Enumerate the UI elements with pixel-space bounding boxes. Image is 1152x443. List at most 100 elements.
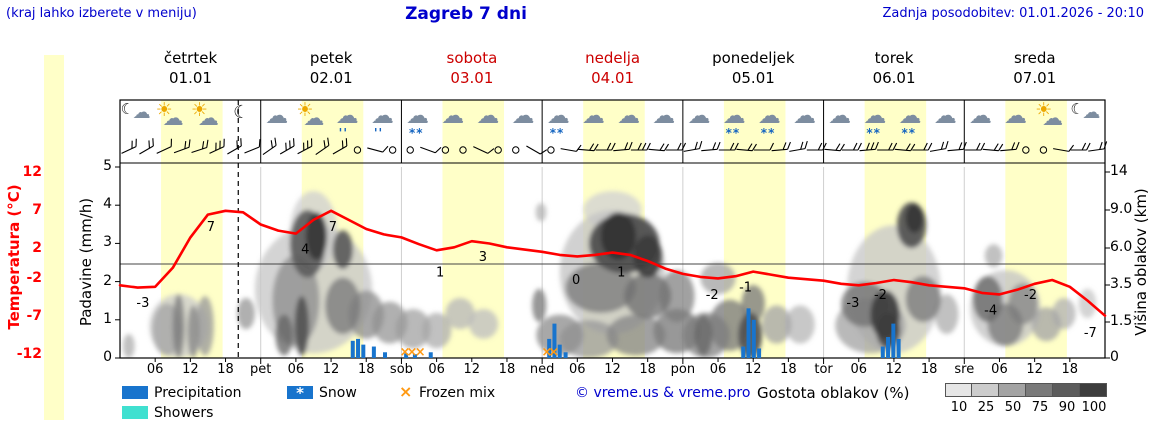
- cloud-icon: ☁: [828, 103, 852, 129]
- copyright-link[interactable]: © vreme.us & vreme.pro: [575, 385, 751, 401]
- day-header-02.01: petek 02.01: [309, 49, 353, 87]
- temperature-value-label: -3: [846, 296, 859, 311]
- snow-star-icon: *: [296, 384, 304, 402]
- frozen-mix-mark: ×: [541, 345, 552, 360]
- cloud-density-field: [122, 191, 1097, 358]
- cloud-icon: ☁: [546, 103, 570, 129]
- time-label-06: 06: [287, 362, 305, 377]
- snow-icon: **: [725, 126, 741, 140]
- weather-icon-cloud-snow: ☁ **: [753, 101, 789, 141]
- density-label-75: 75: [1031, 400, 1049, 415]
- precip-tick-2: 2: [103, 272, 112, 289]
- density-label-90: 90: [1058, 400, 1076, 415]
- cloud-icon: ☁: [406, 103, 430, 129]
- cloud-density-label: Gostota oblakov (%): [757, 384, 910, 402]
- temperature-value-label: 3: [479, 250, 487, 265]
- time-label-sre: sre: [954, 362, 975, 377]
- density-label-100: 100: [1081, 400, 1107, 415]
- snow-icon: **: [866, 126, 881, 140]
- weather-icon-cloud: ☁: [577, 101, 613, 141]
- time-label-18: 18: [1061, 362, 1079, 377]
- weather-icon-cloud-snow: ☁ **: [542, 101, 578, 141]
- snow-icon: **: [901, 126, 917, 140]
- cloud-icon: ☁: [617, 103, 641, 129]
- cloud-icon: ☁: [792, 103, 816, 129]
- weather-icon-sun-cloud: ☀ ☁: [1034, 101, 1070, 141]
- time-label-12: 12: [463, 362, 481, 377]
- time-label-ned: ned: [529, 362, 555, 377]
- cloud-icon: ☁: [1042, 106, 1064, 130]
- frozen-mix-icon: ×: [399, 382, 413, 401]
- day-header-03.01: sobota 03.01: [446, 49, 498, 87]
- cloud-icon: ☁: [652, 103, 676, 129]
- cloud-icon: ☁: [933, 103, 957, 129]
- weather-icon-cloud: ☁: [964, 101, 1000, 141]
- moon-icon: ☾: [1070, 100, 1084, 118]
- sun-icon: ☀: [190, 99, 208, 121]
- time-label-12: 12: [1026, 362, 1043, 377]
- last-update: Zadnja posodobitev: 01.01.2026 - 20:10: [882, 6, 1144, 21]
- precip-tick-0: 0: [103, 349, 112, 365]
- temp-tick-12: 12: [22, 163, 42, 180]
- temperature-line: [118, 209, 1107, 318]
- temperature-value-label: -1: [739, 281, 752, 296]
- wind-barbs: [121, 137, 1108, 156]
- weather-icon-cloud: ☁: [823, 101, 859, 141]
- precipitation-swatch: [122, 386, 148, 399]
- weather-icon-sun-cloud: ☀ ☁: [190, 101, 226, 141]
- temperature-value-label: -2: [1024, 288, 1037, 303]
- location-hint: (kraj lahko izberete v meniju): [6, 6, 197, 21]
- time-label-12: 12: [322, 362, 340, 377]
- sun-icon: ☀: [1035, 99, 1053, 121]
- legend-snow-label: Snow: [319, 385, 357, 401]
- time-label-pet: pet: [250, 362, 272, 377]
- cloud-icon: ☁: [197, 106, 219, 130]
- weather-icon-cloud: ☁: [471, 101, 507, 141]
- weather-icon-cloud: ☁: [788, 101, 824, 141]
- cloud-tick-0: 0: [1110, 349, 1119, 365]
- time-label-06: 06: [146, 362, 164, 377]
- weather-icon-sun-cloud: ☀ ☁: [295, 101, 331, 141]
- moon-icon: ☾: [120, 100, 135, 118]
- cloud-icon: ☁: [303, 106, 325, 130]
- frozen-mix-mark: ×: [407, 345, 418, 360]
- time-label-12: 12: [885, 362, 903, 377]
- snow-icon: **: [409, 126, 424, 140]
- showers-swatch: [122, 406, 148, 419]
- day-header-05.01: ponedeljek 05.01: [712, 49, 795, 87]
- temperature-value-label: 7: [207, 220, 215, 235]
- density-label-25: 25: [977, 400, 995, 415]
- day-header-01.01: četrtek 01.01: [163, 49, 218, 87]
- weather-icon-cloud-snow: ☁ **: [401, 101, 437, 141]
- temperature-value-label: 7: [329, 220, 337, 235]
- time-label-06: 06: [991, 362, 1008, 377]
- cloud-icon: ☁: [132, 102, 151, 123]
- temperature-value-label: 1: [436, 265, 444, 280]
- temperature-value-label: 0: [572, 273, 580, 288]
- weather-icon-sun-cloud: ☀ ☁: [155, 101, 191, 141]
- temperature-value-label: 4: [301, 243, 309, 258]
- density-cell-75: [1026, 383, 1053, 397]
- weather-icon-cloud: ☁: [436, 101, 472, 141]
- legend-precipitation-label: Precipitation: [154, 385, 242, 401]
- weather-icon-moon-cloud: ☾ ☁: [120, 101, 156, 141]
- day-header-04.01: nedelja 04.01: [585, 49, 641, 87]
- density-label-10: 10: [950, 400, 968, 415]
- precip-tick-4: 4: [103, 196, 112, 213]
- sun-icon: ☀: [155, 99, 173, 121]
- weather-icon-cloud-snow: ☁ **: [858, 101, 894, 141]
- time-label-12: 12: [744, 362, 762, 377]
- temp-tick--12: -12: [16, 346, 42, 363]
- time-label-06: 06: [428, 362, 445, 377]
- weather-icon-cloud: ☁: [260, 101, 296, 141]
- cloud-icon: ☁: [968, 103, 992, 129]
- precipitation-bars: [350, 308, 901, 358]
- temperature-value-label: -7: [1084, 326, 1097, 341]
- cloud-icon: ☁: [757, 103, 781, 129]
- weather-icon-moon: ☾: [225, 101, 261, 141]
- cloud-icon: ☁: [581, 103, 605, 129]
- cloud-icon: ☁: [511, 103, 535, 129]
- cloud-icon: ☁: [476, 103, 500, 129]
- density-label-50: 50: [1004, 400, 1022, 415]
